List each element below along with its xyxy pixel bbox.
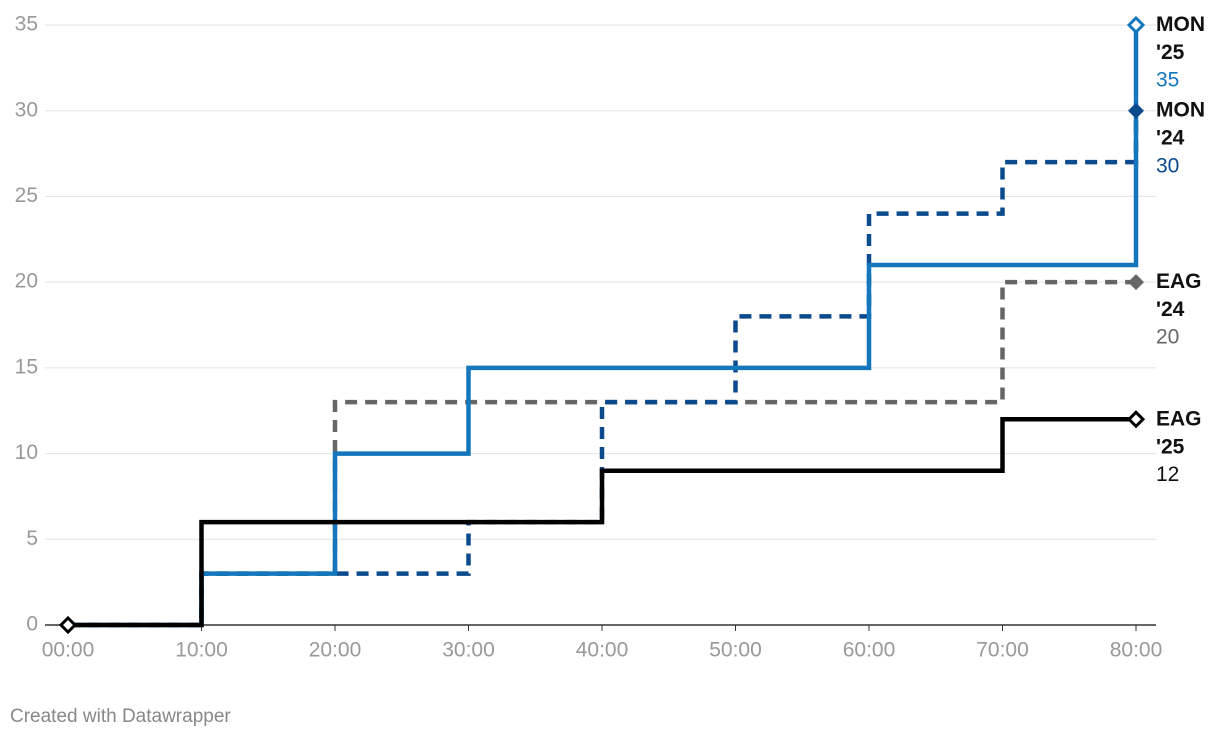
y-tick-label: 0 [26, 613, 38, 636]
series-label: EAG '25 [1156, 407, 1202, 458]
start-marker [58, 615, 78, 635]
series-label: MON '24 [1156, 98, 1205, 149]
end-marker [1126, 15, 1146, 35]
x-tick-label: 40:00 [576, 639, 629, 662]
y-tick-label: 10 [15, 441, 38, 464]
step-line [68, 25, 1139, 628]
y-tick-label: 25 [15, 184, 38, 207]
series-label: EAG '24 [1156, 270, 1202, 321]
y-tick-label: 15 [15, 355, 38, 378]
end-marker [1128, 102, 1144, 119]
value-label: 20 [1156, 326, 1179, 349]
step-line [68, 417, 1136, 628]
x-tick-label: 00:00 [42, 639, 95, 662]
y-tick-label: 35 [15, 13, 38, 36]
series-label: MON '25 [1156, 13, 1205, 64]
value-label: 30 [1156, 154, 1179, 177]
x-tick-label: 70:00 [976, 639, 1029, 662]
y-tick-label: 30 [15, 98, 38, 121]
x-tick-label: 60:00 [843, 639, 896, 662]
footer: Created with Datawrapper [10, 706, 231, 727]
y-tick-label: 20 [15, 270, 38, 293]
step-line [68, 279, 1136, 628]
x-tick-label: 30:00 [442, 639, 495, 662]
x-tick-label: 50:00 [709, 639, 762, 662]
end-marker [1126, 410, 1146, 429]
value-label: 12 [1156, 463, 1179, 486]
y-tick-label: 5 [26, 527, 38, 550]
x-tick-label: 80:00 [1110, 639, 1163, 662]
value-label: 35 [1156, 69, 1179, 92]
x-tick-label: 20:00 [309, 639, 362, 662]
x-tick-label: 10:00 [175, 639, 228, 662]
end-marker [1128, 274, 1144, 291]
